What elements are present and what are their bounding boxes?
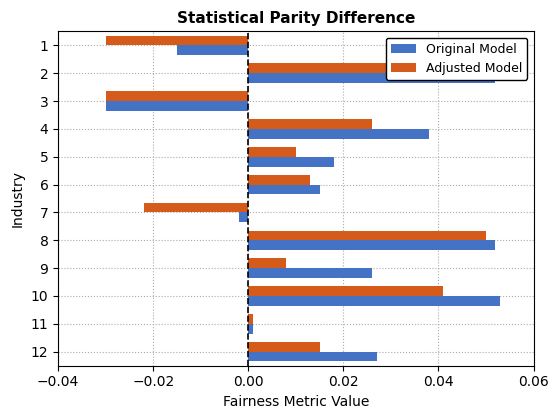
Bar xyxy=(248,63,443,73)
Bar xyxy=(248,119,372,129)
Bar xyxy=(248,175,310,185)
Bar xyxy=(106,101,248,111)
Title: Statistical Parity Difference: Statistical Parity Difference xyxy=(176,11,415,26)
Bar xyxy=(106,91,248,101)
Bar xyxy=(248,286,443,296)
Bar xyxy=(177,45,248,55)
Bar xyxy=(248,324,253,333)
Legend: Original Model, Adjusted Model: Original Model, Adjusted Model xyxy=(386,38,528,80)
Bar xyxy=(248,352,377,362)
Bar xyxy=(144,203,248,213)
Bar xyxy=(248,258,286,268)
Bar xyxy=(248,268,372,278)
Bar xyxy=(248,73,496,83)
Y-axis label: Industry: Industry xyxy=(11,170,25,227)
Bar xyxy=(248,296,500,306)
Bar xyxy=(248,342,320,352)
Bar xyxy=(248,129,429,139)
Bar xyxy=(248,147,296,157)
Bar xyxy=(248,185,320,194)
Bar xyxy=(248,157,334,166)
Bar xyxy=(106,36,248,45)
Bar xyxy=(248,240,496,250)
Bar xyxy=(248,231,486,240)
X-axis label: Fairness Metric Value: Fairness Metric Value xyxy=(223,395,369,409)
Bar xyxy=(239,213,248,222)
Bar xyxy=(248,314,253,324)
